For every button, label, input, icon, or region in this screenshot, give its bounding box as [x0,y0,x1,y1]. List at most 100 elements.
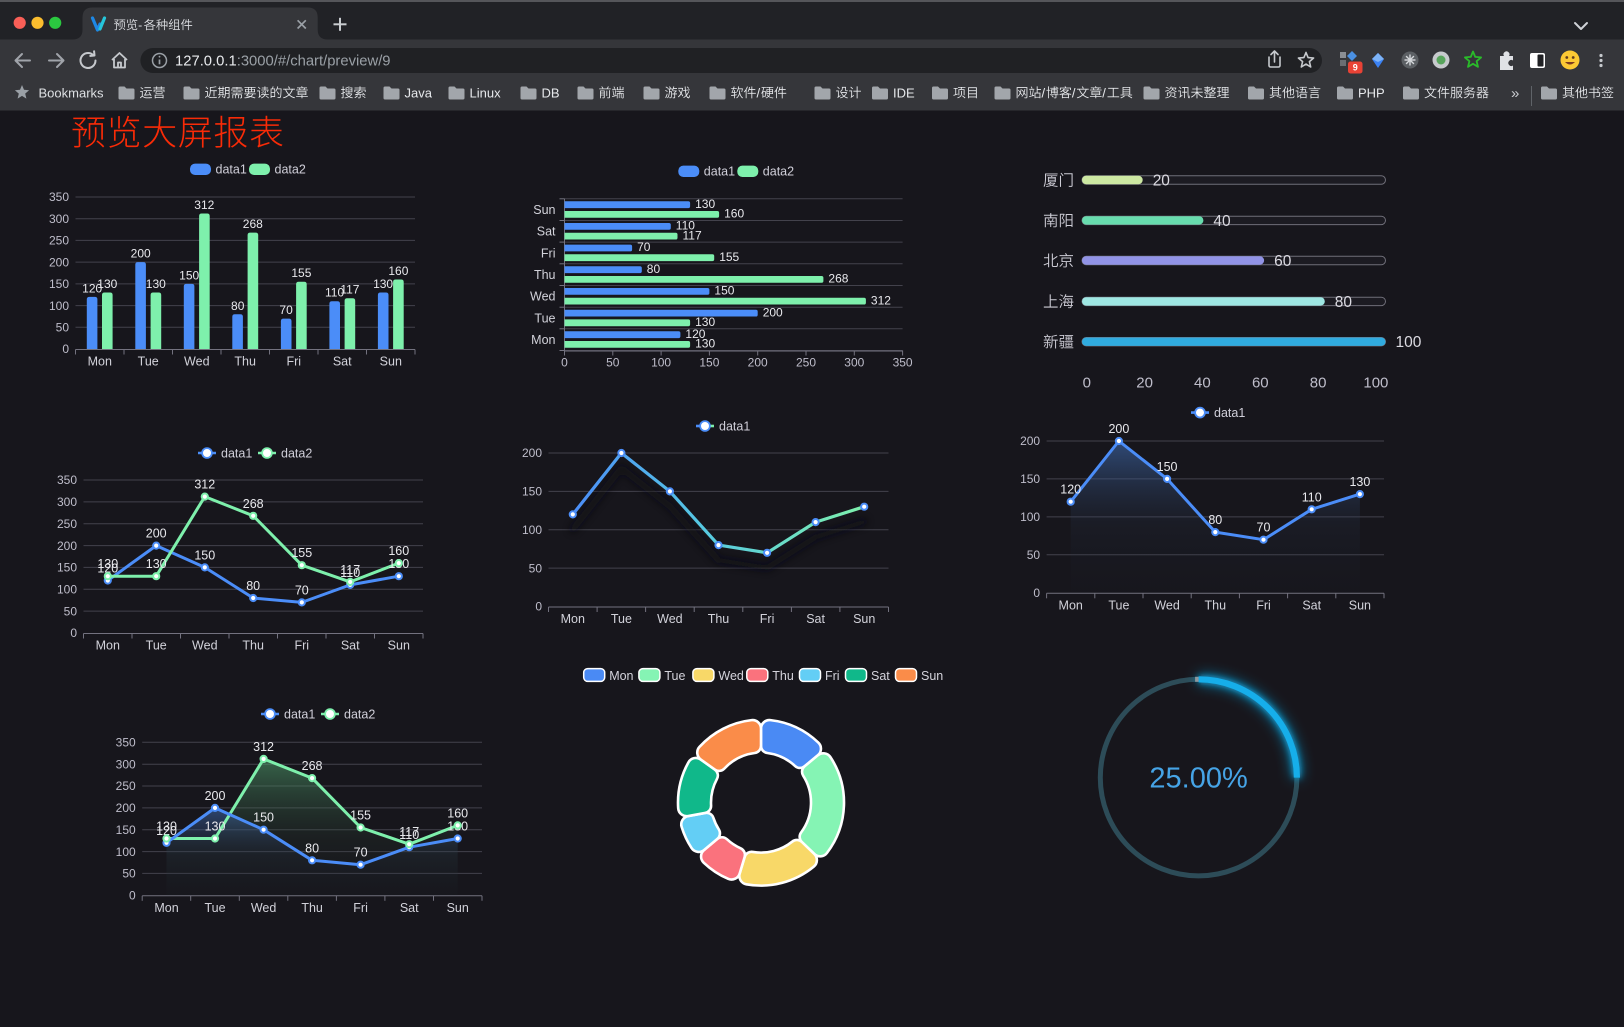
svg-text:268: 268 [243,497,264,511]
svg-text:50: 50 [64,604,78,618]
svg-text:300: 300 [57,495,77,509]
svg-text:312: 312 [194,198,214,212]
svg-text:Fri: Fri [287,355,302,369]
svg-text:9: 9 [1353,63,1358,73]
svg-text:250: 250 [57,517,77,531]
svg-text:/: / [1072,85,1076,100]
svg-text:200: 200 [205,789,226,803]
svg-text:Wed: Wed [184,355,210,369]
svg-text:data2: data2 [275,163,306,177]
svg-text:155: 155 [350,809,371,823]
svg-text:312: 312 [194,478,215,492]
svg-text:350: 350 [49,190,69,204]
svg-text:data1: data1 [704,165,735,179]
svg-text:0: 0 [535,600,542,614]
svg-text:70: 70 [354,846,368,860]
svg-text:110: 110 [340,566,360,580]
svg-text:117: 117 [340,283,359,297]
svg-text:/: / [757,85,761,100]
svg-text:Sun: Sun [921,669,943,683]
svg-text:Thu: Thu [301,901,323,915]
svg-text:50: 50 [56,321,70,335]
svg-text:0: 0 [62,342,69,356]
svg-text:Wed: Wed [251,901,277,915]
svg-text:Mon: Mon [88,355,112,369]
svg-text:Mon: Mon [154,901,178,915]
svg-text:130: 130 [695,315,715,329]
svg-text:Mon: Mon [1059,598,1083,612]
svg-text:Sun: Sun [447,901,469,915]
svg-text:Fri: Fri [1256,598,1271,612]
svg-text:60: 60 [1252,375,1269,392]
svg-text:150: 150 [522,485,542,499]
svg-text:»: » [1511,85,1519,102]
svg-text:268: 268 [243,217,263,231]
svg-text:70: 70 [1257,521,1271,535]
svg-text:150: 150 [179,268,199,282]
svg-text:Sat: Sat [400,901,419,915]
svg-text:200: 200 [522,446,542,460]
svg-text:130: 130 [695,337,715,351]
svg-text:150: 150 [116,823,136,837]
svg-text:IDE: IDE [893,85,915,100]
svg-text:350: 350 [57,473,77,487]
svg-text:Wed: Wed [1154,598,1180,612]
svg-text:200: 200 [146,527,167,541]
svg-text:50: 50 [122,867,136,881]
svg-text:200: 200 [116,801,136,815]
svg-text:150: 150 [57,561,77,575]
svg-text:80: 80 [305,841,319,855]
svg-text:100: 100 [49,299,69,313]
svg-text:150: 150 [49,277,69,291]
svg-text:130: 130 [146,557,167,571]
svg-text:80: 80 [231,299,245,313]
svg-text:110: 110 [1302,490,1322,504]
svg-text:100: 100 [1363,375,1388,392]
svg-text:0: 0 [1083,375,1091,392]
svg-text:Fri: Fri [541,246,556,260]
svg-text:200: 200 [763,305,783,319]
svg-text:data1: data1 [1214,406,1245,420]
svg-text:Bookmarks: Bookmarks [39,85,105,100]
svg-text:268: 268 [828,272,848,286]
svg-text:0: 0 [1033,586,1040,600]
svg-text:312: 312 [871,293,891,307]
svg-text:80: 80 [647,262,661,276]
svg-text:300: 300 [49,212,69,226]
svg-text:Sat: Sat [333,355,352,369]
svg-text:data1: data1 [719,419,750,433]
svg-text:268: 268 [302,759,323,773]
svg-text:150: 150 [1020,472,1040,486]
svg-text:120: 120 [82,281,102,295]
svg-text:25.00%: 25.00% [1149,763,1247,795]
svg-text:Sun: Sun [853,612,875,626]
svg-text:Thu: Thu [772,669,794,683]
svg-text:data1: data1 [221,446,252,460]
svg-text:Tue: Tue [1108,598,1129,612]
svg-text:Fri: Fri [295,639,310,653]
svg-text:Wed: Wed [530,290,556,304]
svg-text:Thu: Thu [708,612,730,626]
svg-text:80: 80 [1310,375,1327,392]
svg-text:100: 100 [116,845,136,859]
svg-text:200: 200 [748,356,768,370]
svg-text:160: 160 [388,544,409,558]
svg-text:Mon: Mon [561,612,585,626]
svg-text:PHP: PHP [1358,85,1385,100]
svg-text:117: 117 [683,228,702,242]
svg-text:200: 200 [49,255,69,269]
svg-text:Tue: Tue [664,669,685,683]
svg-text:Tue: Tue [204,901,225,915]
svg-text:Sat: Sat [537,225,556,239]
svg-text:130: 130 [97,557,118,571]
svg-text:Thu: Thu [234,355,256,369]
svg-text:Sun: Sun [388,639,410,653]
svg-text:-: - [138,18,142,32]
svg-text:160: 160 [724,207,744,221]
svg-text:Sat: Sat [1302,598,1321,612]
svg-text:150: 150 [714,284,734,298]
svg-text:150: 150 [699,356,719,370]
svg-text:100: 100 [57,583,77,597]
svg-text:80: 80 [246,579,260,593]
svg-text:160: 160 [388,264,408,278]
